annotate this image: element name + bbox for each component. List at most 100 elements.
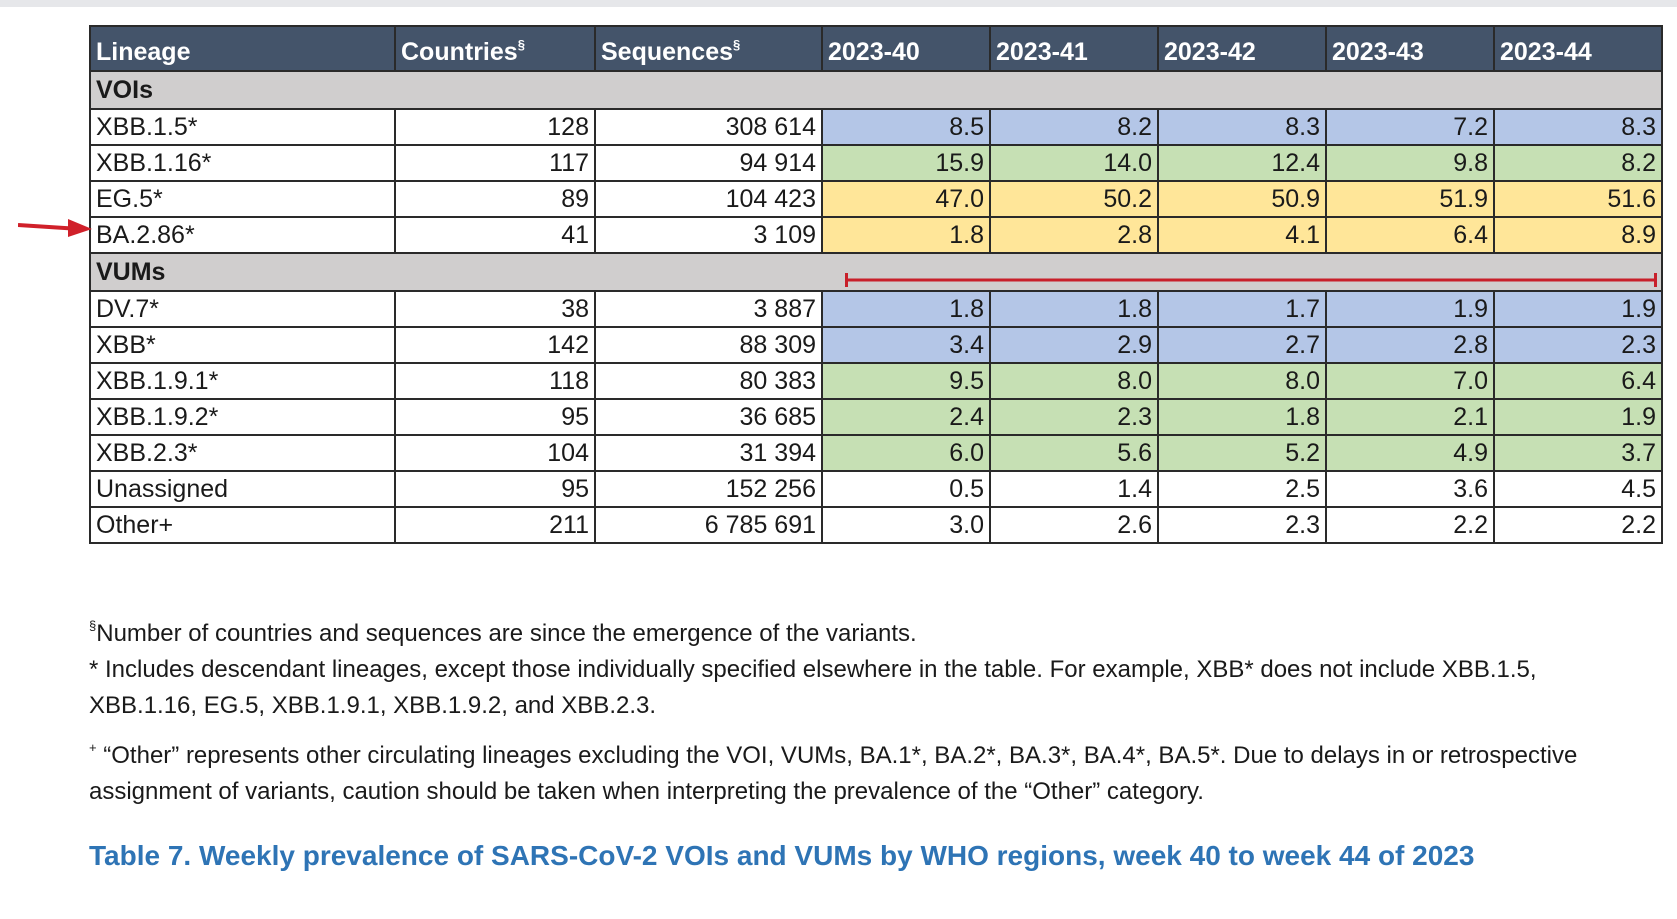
prevalence-cell: 3.6 bbox=[1325, 470, 1495, 508]
footnote-mark: § bbox=[89, 618, 97, 633]
prevalence-cell: 3.0 bbox=[821, 506, 991, 544]
lineage-cell: XBB.1.9.1* bbox=[89, 362, 396, 400]
prevalence-cell: 2.1 bbox=[1325, 398, 1495, 436]
lineage-cell: XBB.1.5* bbox=[89, 108, 396, 146]
table-row: BA.2.86* 41 3 109 1.8 2.8 4.1 6.4 8.9 bbox=[89, 216, 1663, 254]
header-countries-label: Countries bbox=[401, 38, 518, 66]
prevalence-cell: 12.4 bbox=[1157, 144, 1327, 182]
section-row: VUMs bbox=[89, 252, 1663, 292]
sequences-cell: 36 685 bbox=[594, 398, 823, 436]
prevalence-cell: 9.5 bbox=[821, 362, 991, 400]
table-row: XBB* 142 88 309 3.4 2.9 2.7 2.8 2.3 bbox=[89, 326, 1663, 364]
lineage-cell: BA.2.86* bbox=[89, 216, 396, 254]
prevalence-cell: 8.0 bbox=[989, 362, 1159, 400]
prevalence-cell: 1.9 bbox=[1493, 398, 1663, 436]
prevalence-table: Lineage Countries§ Sequences§ 2023-40 20… bbox=[89, 25, 1663, 544]
prevalence-cell: 1.9 bbox=[1493, 290, 1663, 328]
section-row: VOIs bbox=[89, 70, 1663, 110]
lineage-cell: XBB* bbox=[89, 326, 396, 364]
header-sequences-footnote-mark: § bbox=[733, 37, 741, 52]
prevalence-cell: 8.0 bbox=[1157, 362, 1327, 400]
sequences-cell: 152 256 bbox=[594, 470, 823, 508]
prevalence-cell: 0.5 bbox=[821, 470, 991, 508]
prevalence-cell: 1.4 bbox=[989, 470, 1159, 508]
table-row: DV.7* 38 3 887 1.8 1.8 1.7 1.9 1.9 bbox=[89, 290, 1663, 328]
prevalence-cell: 4.1 bbox=[1157, 216, 1327, 254]
sequences-cell: 94 914 bbox=[594, 144, 823, 182]
lineage-cell: XBB.1.16* bbox=[89, 144, 396, 182]
header-sequences-label: Sequences bbox=[601, 38, 734, 66]
countries-cell: 128 bbox=[394, 108, 596, 146]
table-row: XBB.1.9.1* 118 80 383 9.5 8.0 8.0 7.0 6.4 bbox=[89, 362, 1663, 400]
table-row: Unassigned 95 152 256 0.5 1.4 2.5 3.6 4.5 bbox=[89, 470, 1663, 508]
prevalence-cell: 47.0 bbox=[821, 180, 991, 218]
countries-cell: 117 bbox=[394, 144, 596, 182]
table-row: Other+ 211 6 785 691 3.0 2.6 2.3 2.2 2.2 bbox=[89, 506, 1663, 544]
prevalence-cell: 1.8 bbox=[821, 216, 991, 254]
lineage-cell: Other+ bbox=[89, 506, 396, 544]
prevalence-cell: 8.9 bbox=[1493, 216, 1663, 254]
prevalence-cell: 6.4 bbox=[1493, 362, 1663, 400]
table-row: XBB.1.9.2* 95 36 685 2.4 2.3 1.8 2.1 1.9 bbox=[89, 398, 1663, 436]
footnote-plus: + “Other” represents other circulating l… bbox=[89, 730, 1609, 810]
prevalence-cell: 14.0 bbox=[989, 144, 1159, 182]
prevalence-cell: 1.9 bbox=[1325, 290, 1495, 328]
footnotes: §Number of countries and sequences are s… bbox=[89, 608, 1609, 810]
countries-cell: 95 bbox=[394, 470, 596, 508]
prevalence-cell: 1.8 bbox=[1157, 398, 1327, 436]
sequences-cell: 80 383 bbox=[594, 362, 823, 400]
table-header-row: Lineage Countries§ Sequences§ 2023-40 20… bbox=[89, 25, 1663, 72]
prevalence-cell: 2.4 bbox=[821, 398, 991, 436]
lineage-cell: XBB.2.3* bbox=[89, 434, 396, 472]
sequences-cell: 104 423 bbox=[594, 180, 823, 218]
prevalence-cell: 5.2 bbox=[1157, 434, 1327, 472]
prevalence-cell: 51.6 bbox=[1493, 180, 1663, 218]
top-bar bbox=[0, 0, 1677, 7]
countries-cell: 41 bbox=[394, 216, 596, 254]
sequences-cell: 3 887 bbox=[594, 290, 823, 328]
prevalence-cell: 2.5 bbox=[1157, 470, 1327, 508]
lineage-cell: Unassigned bbox=[89, 470, 396, 508]
header-week: 2023-43 bbox=[1325, 25, 1495, 72]
prevalence-cell: 8.5 bbox=[821, 108, 991, 146]
header-week: 2023-44 bbox=[1493, 25, 1663, 72]
prevalence-cell: 8.3 bbox=[1157, 108, 1327, 146]
footnote-text: Number of countries and sequences are si… bbox=[96, 620, 917, 647]
prevalence-cell: 2.2 bbox=[1325, 506, 1495, 544]
table-row: XBB.1.5* 128 308 614 8.5 8.2 8.3 7.2 8.3 bbox=[89, 108, 1663, 146]
prevalence-cell: 8.2 bbox=[989, 108, 1159, 146]
lineage-cell: XBB.1.9.2* bbox=[89, 398, 396, 436]
prevalence-cell: 2.6 bbox=[989, 506, 1159, 544]
header-countries-footnote-mark: § bbox=[517, 37, 525, 52]
countries-cell: 38 bbox=[394, 290, 596, 328]
prevalence-cell: 50.9 bbox=[1157, 180, 1327, 218]
footnote-asterisk: * Includes descendant lineages, except t… bbox=[89, 652, 1609, 724]
red-bracket-line bbox=[845, 273, 1657, 287]
prevalence-cell: 2.8 bbox=[1325, 326, 1495, 364]
section-label: VOIs bbox=[89, 70, 1663, 110]
prevalence-cell: 7.0 bbox=[1325, 362, 1495, 400]
prevalence-cell: 1.7 bbox=[1157, 290, 1327, 328]
countries-cell: 142 bbox=[394, 326, 596, 364]
prevalence-cell: 2.8 bbox=[989, 216, 1159, 254]
prevalence-cell: 2.7 bbox=[1157, 326, 1327, 364]
lineage-cell: DV.7* bbox=[89, 290, 396, 328]
countries-cell: 118 bbox=[394, 362, 596, 400]
prevalence-cell: 3.4 bbox=[821, 326, 991, 364]
prevalence-cell: 2.2 bbox=[1493, 506, 1663, 544]
footnote-mark: + bbox=[89, 740, 97, 755]
prevalence-cell: 2.3 bbox=[1493, 326, 1663, 364]
prevalence-cell: 2.3 bbox=[989, 398, 1159, 436]
prevalence-cell: 1.8 bbox=[989, 290, 1159, 328]
sequences-cell: 308 614 bbox=[594, 108, 823, 146]
prevalence-cell: 4.9 bbox=[1325, 434, 1495, 472]
prevalence-cell: 15.9 bbox=[821, 144, 991, 182]
sequences-cell: 6 785 691 bbox=[594, 506, 823, 544]
sequences-cell: 88 309 bbox=[594, 326, 823, 364]
prevalence-cell: 4.5 bbox=[1493, 470, 1663, 508]
prevalence-cell: 1.8 bbox=[821, 290, 991, 328]
table-row: XBB.1.16* 117 94 914 15.9 14.0 12.4 9.8 8.2 bbox=[89, 144, 1663, 182]
header-week: 2023-42 bbox=[1157, 25, 1327, 72]
prevalence-cell: 6.4 bbox=[1325, 216, 1495, 254]
table-caption: Table 7. Weekly prevalence of SARS-CoV-2… bbox=[89, 840, 1475, 871]
